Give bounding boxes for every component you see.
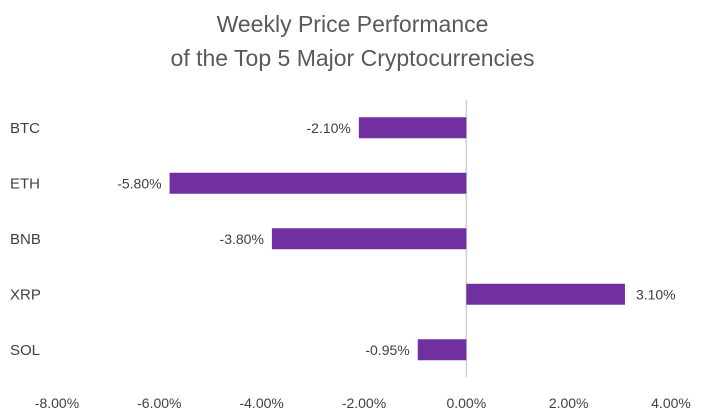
category-label-xrp: XRP bbox=[10, 286, 41, 303]
x-tick-label: -2.00% bbox=[342, 395, 386, 411]
x-tick-label: -6.00% bbox=[137, 395, 181, 411]
value-label-xrp: 3.10% bbox=[636, 286, 676, 302]
bar-bnb bbox=[271, 228, 467, 250]
x-tick-label: 4.00% bbox=[651, 395, 691, 411]
category-label-eth: ETH bbox=[10, 175, 40, 192]
chart-title-line-1: Weekly Price Performance bbox=[216, 11, 489, 37]
value-label-bnb: -3.80% bbox=[220, 231, 264, 247]
x-tick-label: -4.00% bbox=[239, 395, 283, 411]
x-tick-label: 2.00% bbox=[549, 395, 589, 411]
bar-xrp bbox=[466, 283, 625, 305]
category-label-btc: BTC bbox=[10, 120, 40, 137]
value-label-eth: -5.80% bbox=[117, 175, 161, 191]
chart-title-line-2: of the Top 5 Major Cryptocurrencies bbox=[170, 45, 535, 71]
x-tick-label: -8.00% bbox=[35, 395, 79, 411]
bar-btc bbox=[358, 117, 467, 139]
category-label-bnb: BNB bbox=[10, 231, 41, 248]
bar-sol bbox=[417, 339, 467, 361]
value-label-btc: -2.10% bbox=[307, 120, 351, 136]
x-tick-label: 0.00% bbox=[446, 395, 486, 411]
category-label-sol: SOL bbox=[10, 342, 40, 359]
bar-eth bbox=[169, 172, 467, 194]
value-label-sol: -0.95% bbox=[365, 342, 409, 358]
